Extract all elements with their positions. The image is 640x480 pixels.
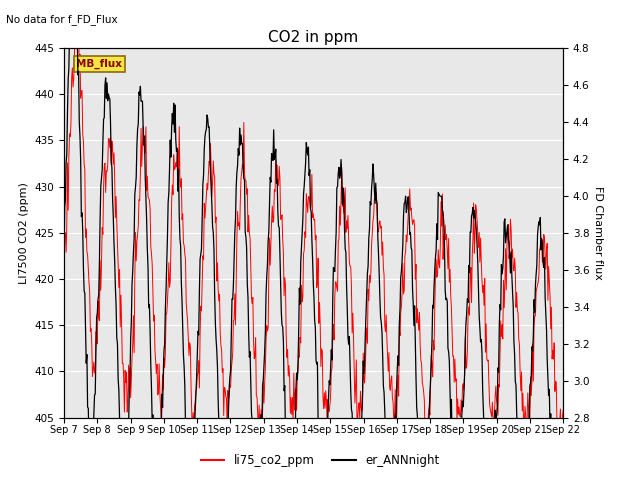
Legend: li75_co2_ppm, er_ANNnight: li75_co2_ppm, er_ANNnight [196,449,444,472]
Text: No data for f_FD_Flux: No data for f_FD_Flux [6,14,118,25]
Title: CO2 in ppm: CO2 in ppm [268,30,359,46]
Y-axis label: FD Chamber flux: FD Chamber flux [593,186,604,280]
Text: MB_flux: MB_flux [77,59,122,69]
Y-axis label: LI7500 CO2 (ppm): LI7500 CO2 (ppm) [19,182,29,284]
